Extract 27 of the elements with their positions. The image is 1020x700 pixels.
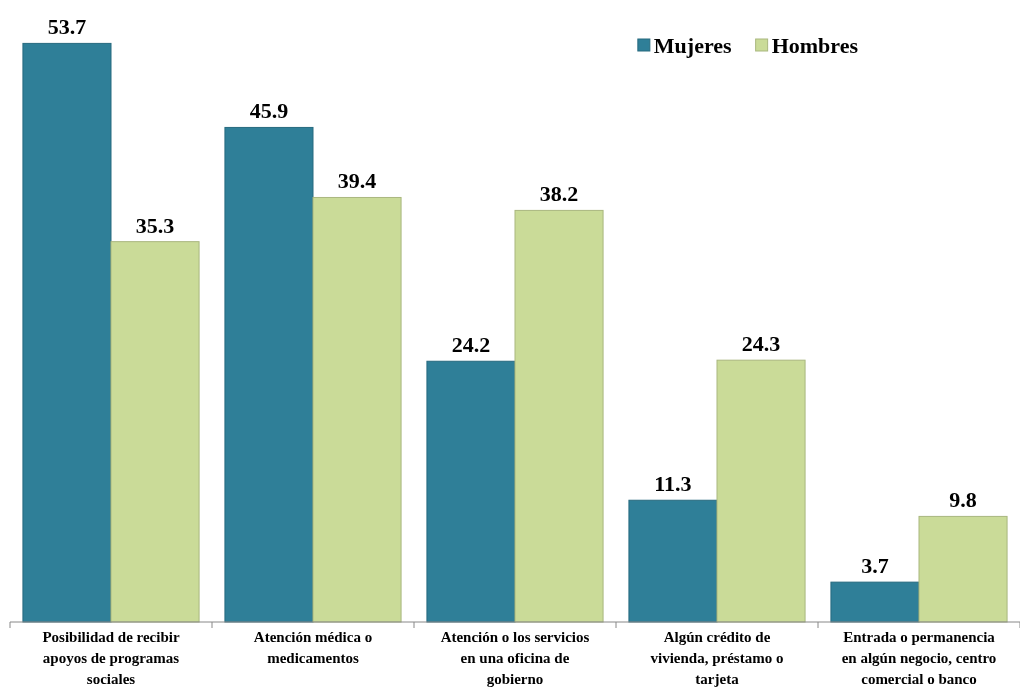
x-tick-label: Atención o los servicios en una oficina de gobierno [440, 629, 590, 687]
bar [110, 241, 200, 623]
bar [830, 581, 920, 623]
data-label: 9.8 [949, 487, 977, 513]
data-label: 39.4 [337, 168, 377, 194]
data-label: 45.9 [249, 98, 289, 124]
legend-label: Mujeres [653, 32, 733, 58]
data-label: 3.7 [861, 553, 889, 579]
bar [426, 360, 516, 623]
data-label: 53.7 [47, 14, 87, 40]
x-tick-label: Atención médica o medicamentos [253, 629, 373, 666]
bar [628, 499, 718, 623]
bar [312, 196, 402, 623]
data-label: 35.3 [135, 212, 175, 238]
x-tick-label: Entrada o permanencia en algún negocio, centro comercial o banco [841, 629, 997, 687]
bar [224, 126, 314, 623]
x-tick-label: Algún crédito de vivienda, préstamo o tarjeta [650, 629, 784, 687]
data-label: 24.3 [741, 331, 781, 357]
x-tick-label: Posibilidad de recibir apoyos de programas sociales [42, 629, 180, 687]
data-label: 24.2 [451, 332, 491, 358]
bar [22, 42, 112, 623]
data-label: 11.3 [654, 471, 692, 497]
bar [716, 359, 806, 623]
bar [514, 209, 604, 623]
data-label: 38.2 [539, 181, 579, 207]
legend-label: Hombres [771, 32, 859, 58]
bar [918, 515, 1008, 623]
